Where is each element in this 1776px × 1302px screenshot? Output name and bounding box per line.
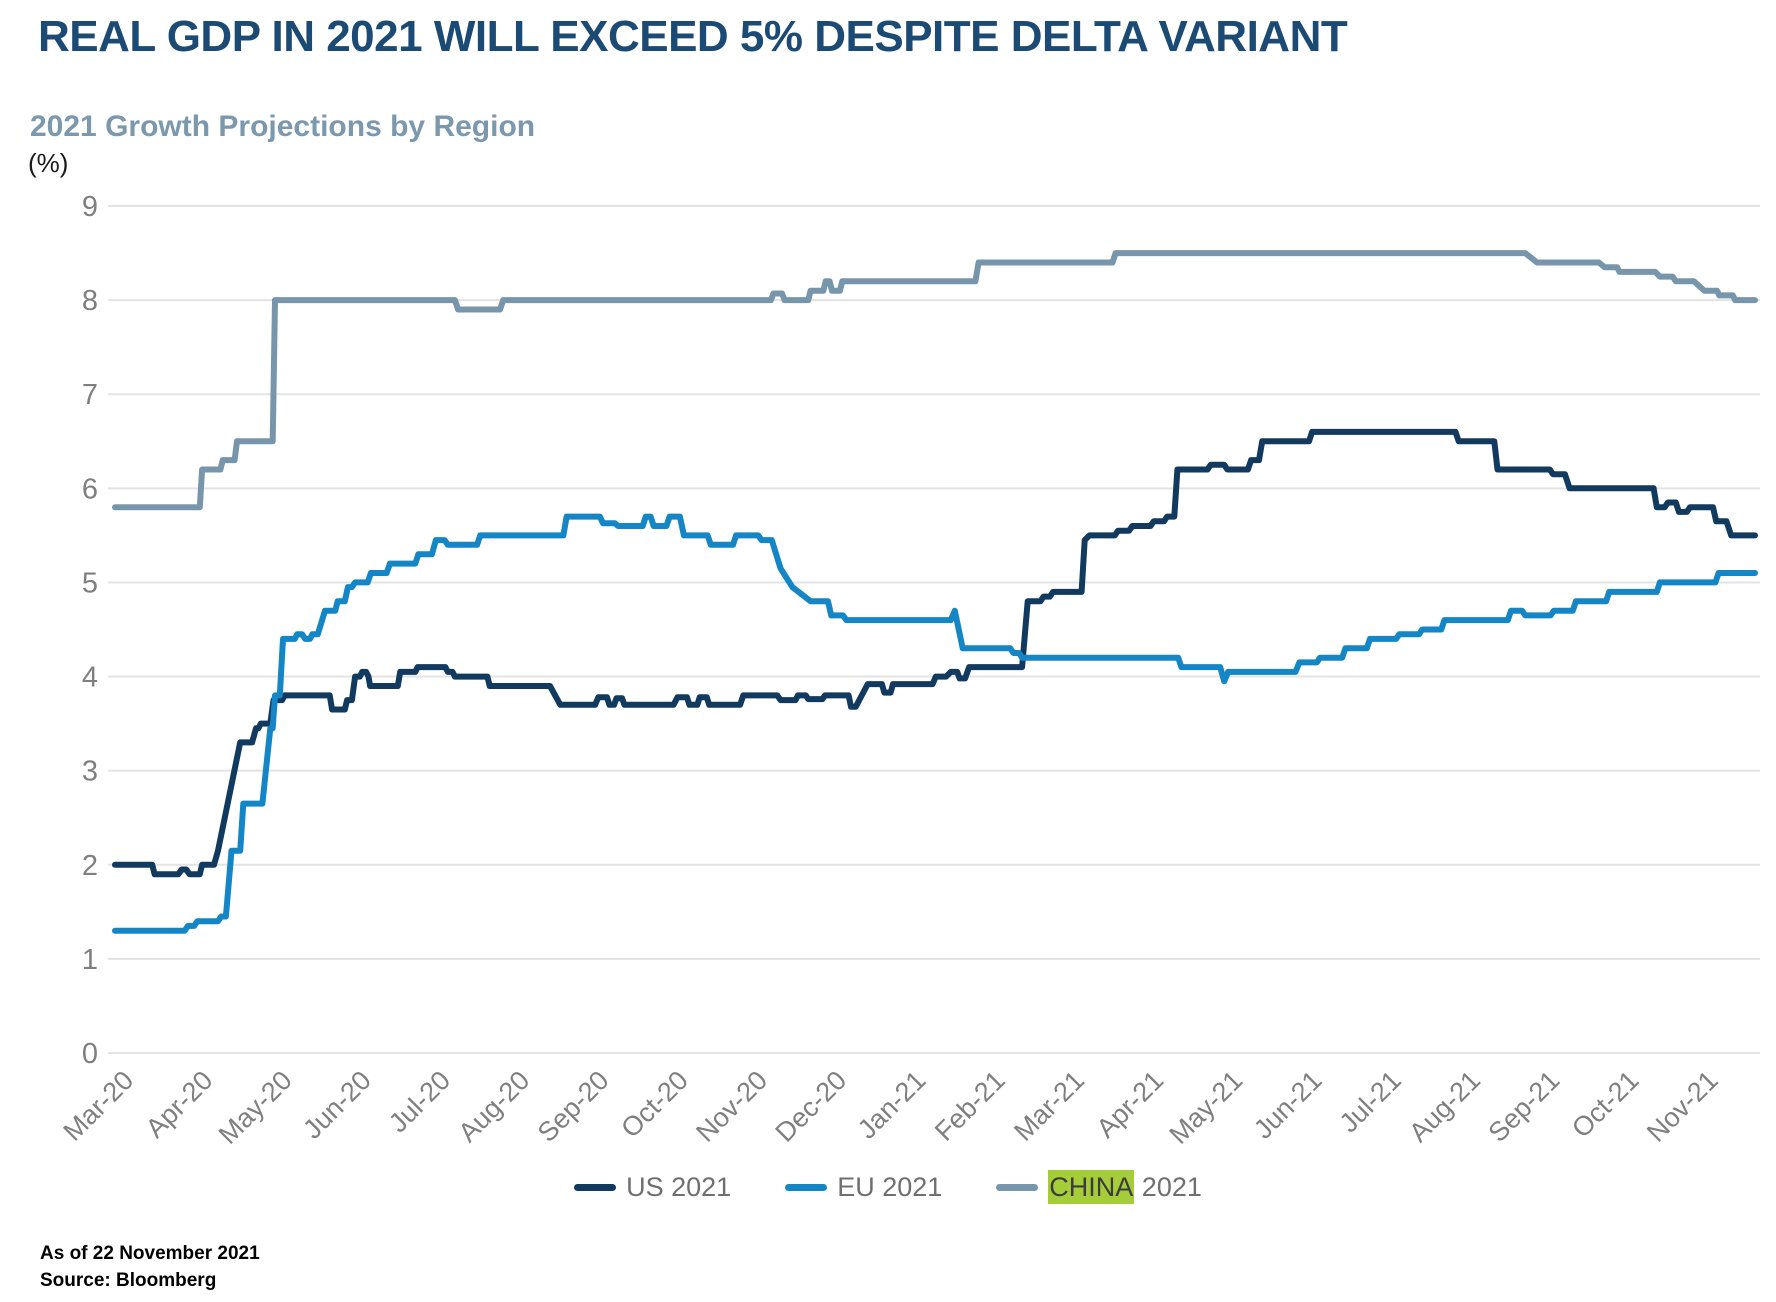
x-tick-label-may-20: May-20 bbox=[213, 1065, 298, 1150]
x-tick-label-feb-21: Feb-21 bbox=[929, 1065, 1011, 1147]
x-tick-label-aug-20: Aug-20 bbox=[453, 1065, 536, 1148]
legend-swatch-icon bbox=[574, 1183, 617, 1191]
y-tick-label-7: 7 bbox=[82, 379, 98, 411]
legend-swatch-icon bbox=[996, 1183, 1039, 1191]
as-of-note: As of 22 November 2021 bbox=[40, 1243, 260, 1264]
y-tick-label-5: 5 bbox=[82, 567, 98, 599]
legend-label: EU 2021 bbox=[837, 1171, 943, 1202]
footer-notes: As of 22 November 2021 Source: Bloomberg bbox=[40, 1240, 260, 1294]
y-tick-label-9: 9 bbox=[82, 191, 98, 223]
x-tick-label-may-21: May-21 bbox=[1164, 1065, 1249, 1150]
legend-item-eu-2021[interactable]: EU 2021 bbox=[785, 1172, 942, 1203]
x-tick-label-jun-21: Jun-21 bbox=[1248, 1065, 1328, 1145]
legend-label: CHINA 2021 bbox=[1048, 1169, 1202, 1204]
legend-item-us-2021[interactable]: US 2021 bbox=[574, 1172, 731, 1203]
x-tick-label-apr-21: Apr-21 bbox=[1091, 1065, 1170, 1144]
series-line-eu-2021 bbox=[112, 513, 1758, 934]
x-tick-label-aug-21: Aug-21 bbox=[1403, 1065, 1486, 1148]
x-tick-label-nov-20: Nov-20 bbox=[690, 1065, 773, 1148]
chart-legend: US 2021 EU 2021 CHINA 2021 bbox=[0, 1163, 1776, 1211]
chart-subtitle: 2021 Growth Projections by Region bbox=[30, 110, 536, 143]
y-tick-label-6: 6 bbox=[82, 473, 98, 505]
x-tick-label-jun-20: Jun-20 bbox=[297, 1065, 377, 1145]
legend-swatch-icon bbox=[785, 1183, 828, 1191]
y-tick-label-0: 0 bbox=[82, 1038, 98, 1070]
x-tick-label-sep-21: Sep-21 bbox=[1483, 1065, 1566, 1148]
series-line-china-2021 bbox=[112, 250, 1758, 511]
y-tick-label-2: 2 bbox=[82, 850, 98, 882]
y-tick-label-8: 8 bbox=[82, 285, 98, 317]
x-tick-label-nov-21: Nov-21 bbox=[1641, 1065, 1724, 1148]
x-tick-label-mar-21: Mar-21 bbox=[1008, 1065, 1090, 1147]
x-tick-label-mar-20: Mar-20 bbox=[58, 1065, 140, 1147]
x-tick-label-apr-20: Apr-20 bbox=[140, 1065, 219, 1144]
y-axis-unit-label: (%) bbox=[28, 148, 69, 178]
highlighted-text: CHINA bbox=[1048, 1169, 1135, 1204]
series-line-us-2021 bbox=[112, 428, 1758, 878]
x-tick-label-oct-20: Oct-20 bbox=[615, 1065, 694, 1144]
y-tick-label-4: 4 bbox=[82, 662, 98, 694]
y-tick-label-1: 1 bbox=[82, 944, 98, 976]
legend-item-china-2021[interactable]: CHINA 2021 bbox=[996, 1169, 1202, 1204]
x-tick-label-dec-20: Dec-20 bbox=[770, 1065, 853, 1148]
x-tick-label-sep-20: Sep-20 bbox=[532, 1065, 615, 1148]
page-title: REAL GDP IN 2021 WILL EXCEED 5% DESPITE … bbox=[38, 12, 1348, 61]
x-tick-label-jul-20: Jul-20 bbox=[383, 1065, 456, 1138]
x-tick-label-jul-21: Jul-21 bbox=[1334, 1065, 1407, 1138]
x-tick-label-jan-21: Jan-21 bbox=[852, 1065, 932, 1145]
source-note: Source: Bloomberg bbox=[40, 1270, 217, 1291]
y-tick-label-3: 3 bbox=[82, 756, 98, 788]
x-tick-label-oct-21: Oct-21 bbox=[1566, 1065, 1645, 1144]
legend-label: US 2021 bbox=[626, 1171, 732, 1202]
